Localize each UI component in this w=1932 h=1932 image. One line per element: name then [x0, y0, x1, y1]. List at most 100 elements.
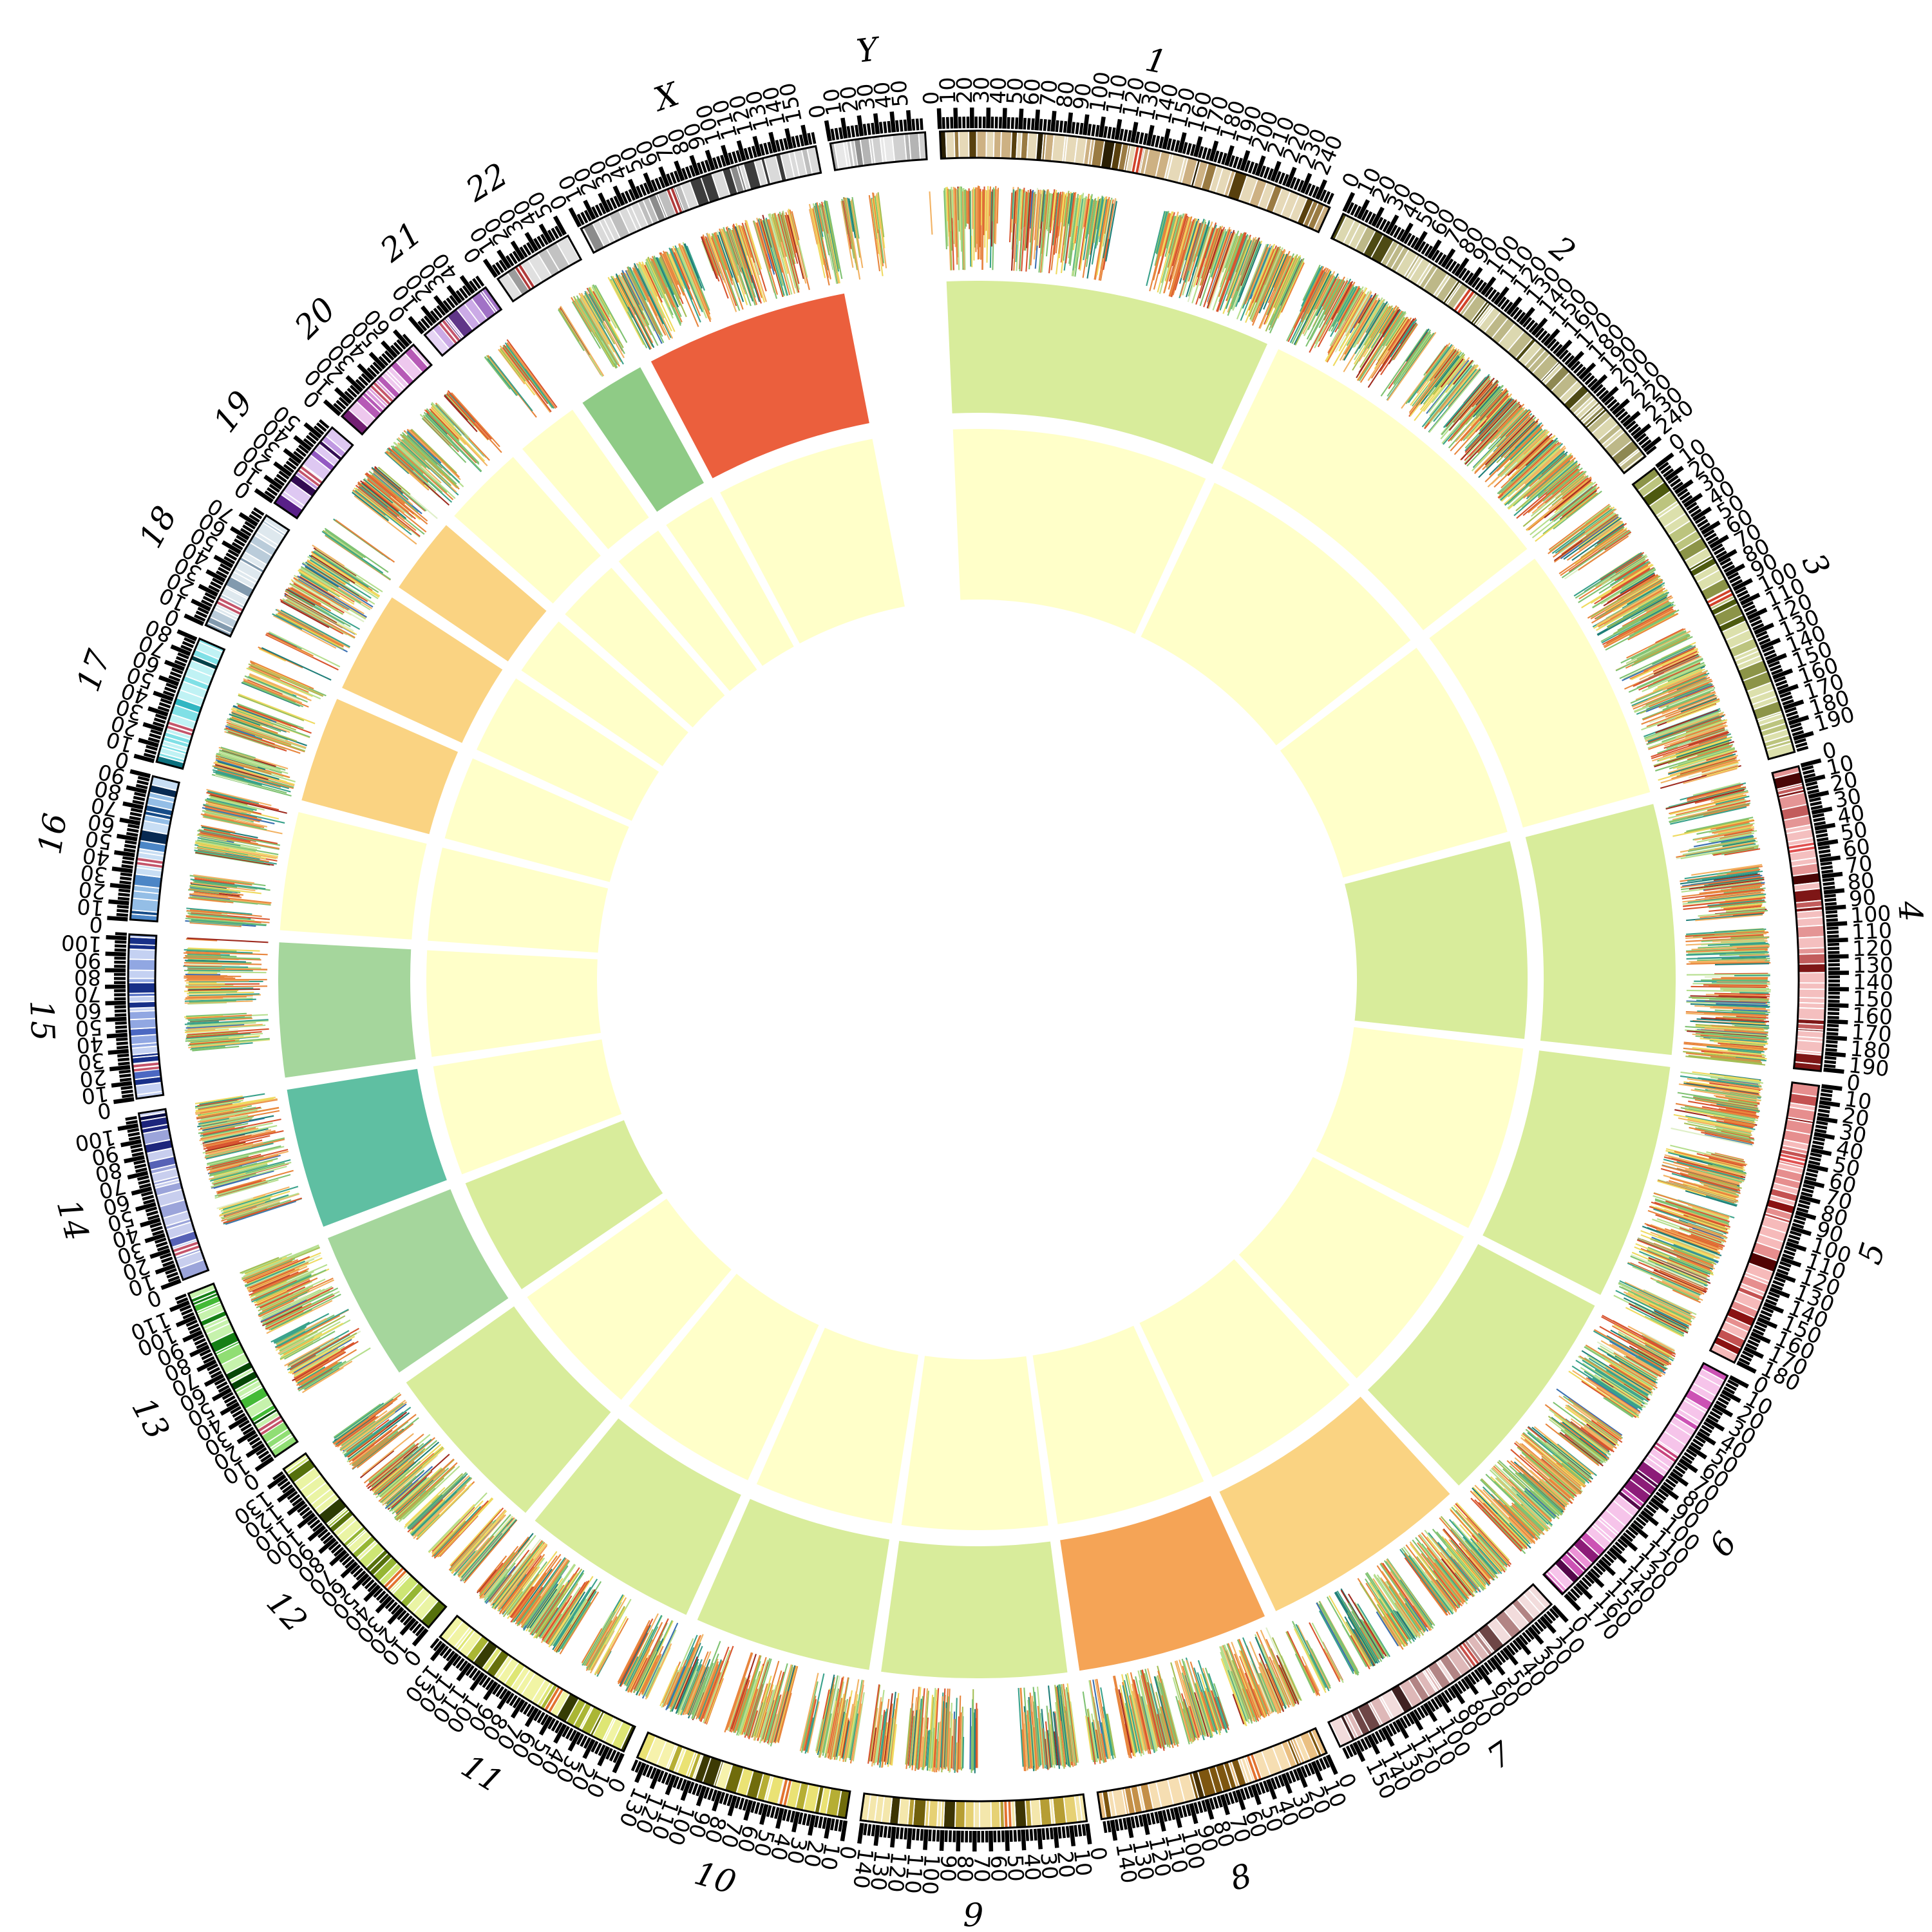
density-line: [1633, 679, 1710, 712]
density-line: [1627, 1262, 1702, 1296]
density-line: [1095, 199, 1104, 249]
density-line: [1688, 1216, 1727, 1231]
density-line: [1153, 216, 1174, 290]
density-line: [1688, 1107, 1758, 1121]
ideogram-outline: [439, 1615, 636, 1753]
density-line: [1083, 198, 1094, 261]
density-track-chr15: [183, 937, 270, 1052]
density-line: [1250, 249, 1282, 321]
density-line: [1303, 268, 1326, 313]
density-line: [1244, 247, 1269, 305]
density-line: [1332, 287, 1355, 327]
density-line: [1226, 237, 1251, 300]
density-line: [1636, 1239, 1710, 1269]
density-line: [1466, 401, 1518, 456]
density-line: [1628, 659, 1703, 693]
tick-major: [936, 108, 942, 129]
density-line: [1680, 1258, 1712, 1272]
density-line: [1707, 942, 1766, 946]
density-line: [1052, 192, 1059, 245]
density-line: [1657, 1279, 1703, 1302]
density-line: [1623, 645, 1696, 680]
density-line: [1352, 297, 1383, 348]
density-line: [1035, 189, 1041, 251]
density-line: [1623, 1297, 1687, 1330]
density-line: [503, 344, 549, 404]
density-line: [1653, 1271, 1705, 1295]
density-line: [1667, 1217, 1727, 1240]
density-line: [1195, 222, 1217, 286]
density-line: [1388, 322, 1417, 365]
density-line: [1692, 997, 1768, 1001]
density-line: [1578, 516, 1621, 548]
density-line: [1716, 1128, 1751, 1137]
density-line: [1096, 195, 1103, 230]
density-line: [1553, 488, 1596, 522]
density-line: [1084, 194, 1093, 239]
density-track-chr5: [1613, 1071, 1763, 1337]
density-line: [1077, 194, 1083, 227]
density-line: [1689, 1081, 1759, 1093]
density-line: [1340, 286, 1360, 321]
density-line: [1689, 1240, 1720, 1254]
density-line: [1289, 271, 1326, 343]
density-line: [1662, 735, 1727, 757]
density-line: [1672, 749, 1735, 770]
density-line: [1685, 1029, 1766, 1037]
ideogram-outline: [129, 775, 180, 923]
chromosome-3: [1631, 466, 1796, 761]
density-line: [1712, 938, 1768, 942]
tick-major: [1050, 111, 1057, 132]
density-line: [1501, 440, 1559, 494]
density-line: [184, 998, 223, 1000]
density-line: [185, 984, 234, 987]
density-line: [1654, 1198, 1730, 1224]
density-line: [1446, 375, 1490, 428]
density-line: [1582, 514, 1619, 542]
density-line: [1558, 528, 1624, 574]
density-line: [1714, 1170, 1743, 1179]
ideogram-outline: [1631, 466, 1796, 761]
density-line: [1701, 1132, 1754, 1144]
density-line: [1662, 688, 1715, 711]
density-line: [1627, 1262, 1701, 1296]
density-line: [1680, 837, 1757, 853]
tick-minor: [1087, 124, 1092, 136]
density-line: [1701, 941, 1765, 945]
density-line: [1657, 668, 1701, 688]
density-line: [1686, 951, 1769, 956]
density-line: [1662, 692, 1716, 715]
density-line: [1636, 633, 1690, 660]
heat-outer-chr16: [279, 812, 427, 940]
density-line: [963, 187, 966, 270]
density-line: [1631, 1347, 1669, 1370]
density-line: [1453, 379, 1491, 424]
density-line: [1645, 1345, 1674, 1361]
density-line: [1707, 899, 1765, 907]
ideogram-outline: [340, 343, 433, 436]
density-line: [1367, 307, 1394, 350]
density-line: [1011, 189, 1015, 220]
density-line: [1476, 384, 1504, 416]
density-line: [1473, 386, 1497, 413]
density-line: [1653, 1195, 1728, 1220]
cytoband: [999, 130, 1013, 160]
density-line: [1692, 1046, 1765, 1056]
density-line: [1522, 475, 1585, 527]
density-line: [1671, 1127, 1754, 1147]
density-line: [1680, 869, 1759, 882]
density-line: [1640, 1247, 1710, 1278]
density-line: [1624, 656, 1696, 690]
density-line: [1238, 243, 1262, 303]
density-line: [1704, 877, 1763, 887]
density-line: [1624, 1356, 1659, 1377]
density-line: [1594, 526, 1625, 547]
density-line: [1660, 1168, 1741, 1191]
density-line: [1171, 219, 1195, 298]
density-line: [1720, 1044, 1768, 1050]
density-line: [1293, 266, 1325, 328]
density-line: [1521, 461, 1575, 508]
density-line: [1638, 1290, 1696, 1318]
density-line: [1600, 1340, 1663, 1377]
density-line: [1735, 1057, 1766, 1062]
